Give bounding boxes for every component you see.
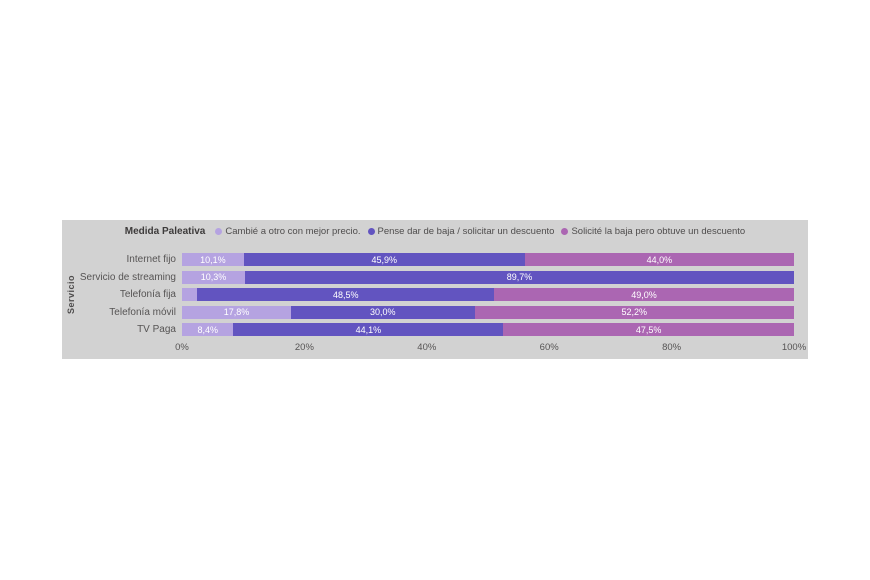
legend-title: Medida Paleativa bbox=[124, 226, 206, 237]
bar-value-label: 52,2% bbox=[621, 307, 647, 317]
bar-segment[interactable]: 47,5% bbox=[503, 323, 794, 336]
bar-segment[interactable]: 10,1% bbox=[182, 253, 244, 266]
bar-segment[interactable]: 8,4% bbox=[182, 323, 234, 336]
x-tick-label: 40% bbox=[417, 342, 437, 353]
x-tick-label: 80% bbox=[662, 342, 682, 353]
bar-value-label: 89,7% bbox=[506, 272, 533, 282]
x-axis: 0% 20% 40% 60% 80% 100% bbox=[175, 342, 806, 354]
legend-dot-icon bbox=[367, 228, 375, 235]
x-tick-label: 100% bbox=[781, 342, 807, 353]
bar-segment[interactable]: 10,3% bbox=[182, 270, 246, 284]
legend-item[interactable]: Solicité la baja pero obtuve un descuent… bbox=[561, 226, 745, 237]
legend: Medida Paleativa Cambié a otro con mejor… bbox=[62, 226, 808, 237]
bar-value-label: 44,1% bbox=[355, 324, 382, 335]
bar-segment[interactable]: 17,8% bbox=[182, 305, 291, 319]
legend-label: Cambié a otro con mejor precio. bbox=[225, 226, 361, 237]
bar-segment[interactable]: 48,5% bbox=[197, 288, 495, 301]
bar-value-label: 45,9% bbox=[371, 254, 398, 265]
bar-segment[interactable]: 30,0% bbox=[290, 305, 475, 319]
x-tick-label: 0% bbox=[175, 342, 189, 353]
category-label: TV Paga bbox=[137, 324, 176, 335]
bar-segment[interactable]: 45,9% bbox=[243, 253, 525, 266]
bar-segment[interactable]: 44,1% bbox=[233, 323, 504, 336]
category-label: Internet fijo bbox=[126, 254, 176, 265]
category-label: Telefonía móvil bbox=[109, 306, 176, 318]
chart-panel: Medida Paleativa Cambié a otro con mejor… bbox=[62, 220, 808, 359]
bar-value-label: 47,5% bbox=[635, 324, 662, 335]
bar-value-label: 17,8% bbox=[223, 307, 250, 317]
legend-item[interactable]: Cambié a otro con mejor precio. bbox=[215, 226, 361, 237]
category-label: Telefonía fija bbox=[119, 289, 176, 300]
x-tick-label: 60% bbox=[539, 342, 559, 353]
bar-row: 10,1% 45,9% 44,0% bbox=[182, 253, 794, 266]
bar-value-label: 10,3% bbox=[200, 272, 227, 282]
bar-value-label: 8,4% bbox=[197, 324, 218, 335]
bar-value-label: 10,1% bbox=[200, 254, 226, 265]
legend-dot-icon bbox=[215, 228, 223, 235]
bar-segment[interactable]: 49,0% bbox=[494, 288, 794, 301]
category-label: Servicio de streaming bbox=[79, 271, 176, 283]
category-axis: Internet fijo Servicio de streaming Telefo… bbox=[62, 253, 176, 336]
bar-row: 17,8% 30,0% 52,2% bbox=[182, 305, 794, 319]
legend-label: Solicité la baja pero obtuve un descuent… bbox=[571, 226, 746, 237]
bar-segment[interactable]: 44,0% bbox=[524, 253, 794, 266]
bar-value-label: 44,0% bbox=[646, 254, 673, 265]
legend-dot-icon bbox=[561, 228, 569, 235]
bar-segment[interactable] bbox=[182, 288, 198, 301]
x-tick-label: 20% bbox=[294, 342, 314, 353]
plot-area: 10,1% 45,9% 44,0% 10,3% 89,7% 48,5% 49,0% 17,8%… bbox=[182, 253, 794, 336]
bar-value-label: 30,0% bbox=[369, 307, 396, 317]
bar-row: 48,5% 49,0% bbox=[182, 288, 794, 301]
bar-value-label: 48,5% bbox=[332, 289, 359, 300]
bar-value-label: 49,0% bbox=[631, 289, 657, 300]
bar-row: 10,3% 89,7% bbox=[182, 270, 794, 284]
legend-label: Pense dar de baja / solicitar un descuen… bbox=[377, 226, 555, 237]
bar-segment[interactable]: 89,7% bbox=[245, 270, 794, 284]
bar-segment[interactable]: 52,2% bbox=[474, 305, 794, 319]
bar-row: 8,4% 44,1% 47,5% bbox=[182, 323, 794, 336]
legend-item[interactable]: Pense dar de baja / solicitar un descuen… bbox=[367, 226, 555, 237]
